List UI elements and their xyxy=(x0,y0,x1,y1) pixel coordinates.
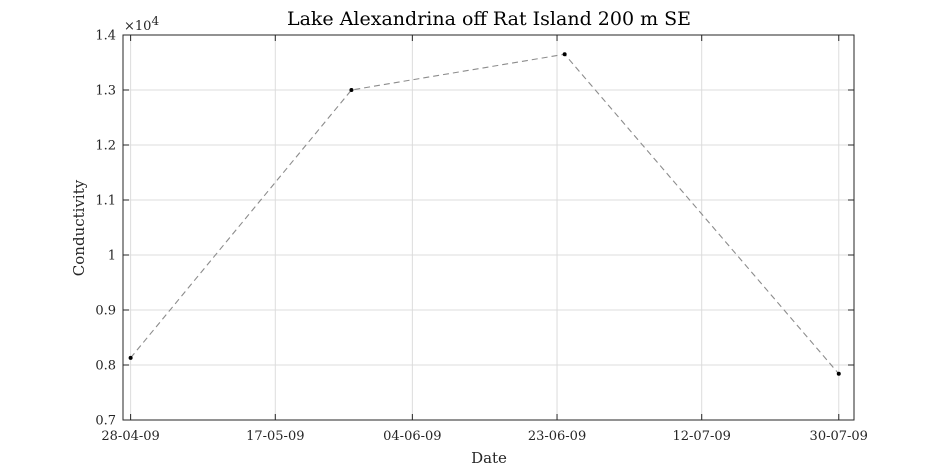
x-tick-label: 12-07-09 xyxy=(672,429,730,444)
y-tick-label: 0.8 xyxy=(95,359,116,374)
y-exponent-base: ×10 xyxy=(124,19,151,34)
y-exponent-multiplier: ×104 xyxy=(124,14,159,34)
x-tick-label: 04-06-09 xyxy=(383,429,441,444)
x-tick-label: 28-04-09 xyxy=(101,429,159,444)
y-tick-label: 0.9 xyxy=(95,304,116,319)
data-point xyxy=(562,52,567,57)
y-tick-label: 1.1 xyxy=(95,194,116,209)
y-exponent-power: 4 xyxy=(151,14,159,28)
data-point xyxy=(836,371,841,376)
plot-area xyxy=(122,34,855,421)
x-tick-labels: 28-04-09 17-05-09 04-06-09 23-06-09 12-07-09… xyxy=(101,429,868,444)
y-tick-labels: 0.7 0.8 0.9 1 1.1 1.2 1.3 1.4 xyxy=(95,29,116,429)
chart-title: Lake Alexandrina off Rat Island 200 m SE xyxy=(287,8,691,30)
axis-ticks xyxy=(123,34,854,421)
x-axis-label: Date xyxy=(471,449,507,467)
y-tick-label: 1.2 xyxy=(95,139,116,154)
x-tick-label: 17-05-09 xyxy=(246,429,304,444)
x-tick-label: 23-06-09 xyxy=(528,429,586,444)
y-tick-label: 1.4 xyxy=(95,29,116,44)
grid-lines xyxy=(123,34,854,421)
data-point xyxy=(349,88,354,92)
x-tick-label: 30-07-09 xyxy=(810,429,868,444)
y-tick-label: 1 xyxy=(108,249,116,264)
series-layer xyxy=(128,52,841,376)
y-tick-label: 0.7 xyxy=(95,414,116,429)
y-axis-label: Conductivity xyxy=(70,179,88,276)
data-point xyxy=(128,355,133,360)
series-line xyxy=(130,53,840,375)
y-tick-label: 1.3 xyxy=(95,84,116,99)
